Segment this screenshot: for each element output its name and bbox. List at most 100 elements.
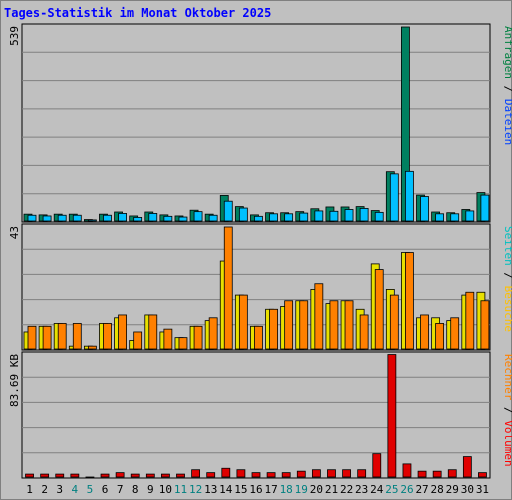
bar-dateien-day-12 [193, 211, 203, 222]
x-tick-label-day-19: 19 [295, 483, 308, 496]
right-legend: Anfragen / Dateien Seiten / Besuche Rechne… [502, 26, 512, 467]
x-tick-label-day-2: 2 [41, 483, 48, 496]
y-max-label-bottom: 83.69 KB [8, 354, 21, 407]
bar-dateien-day-19 [299, 212, 309, 222]
bar-dateien-day-11 [178, 216, 188, 222]
x-tick-label-day-21: 21 [325, 483, 338, 496]
bar-besuche-day-21 [329, 300, 339, 350]
bar-besuche-day-28 [435, 323, 445, 350]
x-axis-labels: 1 2 3 4 5 6 7 8 9 10 11 12 13 14 15 16 17 18 19 20 21 22 23 24 2… [26, 483, 489, 496]
bar-besuche-day-30 [465, 291, 475, 350]
bar-volumen-day-16 [251, 472, 261, 478]
bar-volumen-day-7 [115, 472, 125, 478]
right-legend-middle-part-2: Besuche [502, 279, 512, 332]
bar-volumen-day-20 [311, 469, 321, 478]
bar-besuche-day-29 [450, 317, 460, 350]
bar-volumen-day-12 [191, 469, 201, 478]
bar-volumen-day-2 [40, 473, 50, 478]
x-tick-label-day-16: 16 [249, 483, 262, 496]
bar-besuche-day-1 [27, 325, 37, 350]
bar-besuche-day-25 [389, 294, 399, 350]
bar-besuche-day-15 [238, 294, 248, 350]
right-legend-top-part-0: Anfragen [502, 26, 512, 79]
bar-volumen-day-10 [161, 473, 170, 478]
x-tick-label-day-31: 31 [476, 483, 489, 496]
right-legend-bottom: Rechner / Volumen [502, 354, 512, 467]
bar-besuche-day-26 [405, 252, 414, 350]
x-tick-label-day-7: 7 [117, 483, 124, 496]
x-tick-label-day-17: 17 [264, 483, 277, 496]
bar-dateien-day-18 [284, 213, 294, 222]
bar-volumen-day-6 [100, 473, 110, 478]
bar-dateien-day-10 [163, 215, 173, 222]
bar-volumen-day-28 [432, 470, 442, 478]
bar-besuche-day-12 [193, 325, 203, 350]
bar-dateien-day-25 [389, 173, 399, 222]
bar-volumen-day-23 [357, 469, 367, 478]
x-tick-label-day-28: 28 [431, 483, 444, 496]
bar-dateien-day-3 [57, 214, 67, 222]
x-tick-label-day-5: 5 [87, 483, 94, 496]
bar-volumen-day-1 [25, 473, 34, 478]
right-legend-top: Anfragen / Dateien [502, 26, 512, 145]
bar-volumen-day-9 [145, 473, 155, 478]
chart-title: Tages-Statistik im Monat Oktober 2025 [4, 6, 272, 20]
bar-besuche-day-27 [420, 314, 429, 350]
bar-besuche-day-13 [208, 317, 218, 350]
bar-dateien-day-22 [344, 209, 354, 222]
x-tick-label-day-25: 25 [385, 483, 398, 496]
bar-volumen-day-3 [55, 473, 65, 478]
x-tick-label-day-22: 22 [340, 483, 353, 496]
y-max-label-middle: 43 [8, 226, 21, 239]
bar-besuche-day-20 [314, 283, 324, 350]
right-legend-middle-part-1: / [502, 266, 512, 279]
bar-dateien-day-20 [314, 210, 324, 222]
x-tick-label-day-3: 3 [56, 483, 63, 496]
right-legend-bottom-part-0: Rechner [502, 354, 512, 401]
x-tick-label-day-9: 9 [147, 483, 154, 496]
bar-dateien-day-4 [72, 214, 82, 222]
bar-volumen-day-11 [176, 473, 185, 478]
bar-dateien-day-9 [148, 213, 158, 222]
bar-besuche-day-19 [299, 300, 309, 350]
bar-besuche-day-2 [42, 325, 52, 350]
x-tick-label-day-26: 26 [400, 483, 413, 496]
bar-dateien-day-23 [359, 208, 369, 222]
panel-bottom-area [21, 351, 491, 479]
x-tick-label-day-10: 10 [159, 483, 172, 496]
bar-besuche-day-31 [480, 300, 490, 350]
bar-besuche-day-16 [254, 325, 263, 350]
bar-dateien-day-13 [208, 214, 218, 222]
bar-dateien-day-30 [465, 210, 475, 222]
bar-besuche-day-10 [163, 328, 173, 350]
panel-middle [21, 223, 491, 351]
bar-volumen-day-26 [402, 463, 412, 478]
bar-dateien-day-16 [254, 215, 263, 222]
bar-dateien-day-7 [118, 213, 127, 222]
bar-besuche-day-8 [133, 331, 143, 350]
bar-volumen-day-21 [327, 469, 336, 478]
y-axis-labels: 539 43 83.69 KB [8, 26, 21, 407]
bar-volumen-day-14 [221, 467, 231, 478]
x-tick-label-day-14: 14 [219, 483, 233, 496]
bar-volumen-day-13 [206, 472, 216, 478]
bar-dateien-day-29 [450, 213, 460, 222]
x-tick-label-day-8: 8 [132, 483, 139, 496]
panel-bottom [21, 351, 491, 479]
bar-volumen-day-25 [387, 354, 397, 478]
bar-dateien-day-27 [420, 196, 429, 222]
bar-besuche-day-7 [118, 314, 127, 350]
bar-volumen-day-22 [342, 469, 351, 478]
right-legend-middle-part-0: Seiten [502, 226, 512, 266]
bar-volumen-day-27 [417, 470, 427, 478]
bar-volumen-day-17 [266, 472, 276, 478]
bar-dateien-day-17 [269, 213, 278, 222]
x-tick-label-day-24: 24 [370, 483, 384, 496]
bar-besuche-day-9 [148, 314, 158, 350]
right-legend-middle: Seiten / Besuche [502, 226, 512, 332]
x-tick-label-day-4: 4 [72, 483, 79, 496]
panel-top-area [21, 23, 491, 223]
bar-besuche-day-14 [223, 226, 233, 350]
bar-dateien-day-31 [480, 194, 490, 222]
